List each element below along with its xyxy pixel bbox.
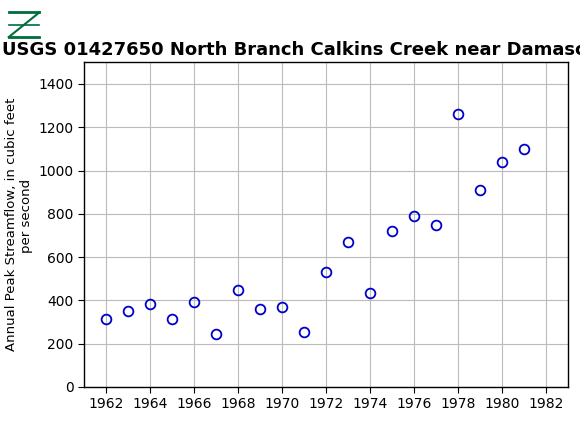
Text: USGS: USGS <box>49 15 113 35</box>
Y-axis label: Annual Peak Streamflow, in cubic feet
    per second: Annual Peak Streamflow, in cubic feet pe… <box>5 98 33 351</box>
Text: USGS 01427650 North Branch Calkins Creek near Damascus, PA: USGS 01427650 North Branch Calkins Creek… <box>2 41 580 59</box>
Bar <box>7 5 42 45</box>
